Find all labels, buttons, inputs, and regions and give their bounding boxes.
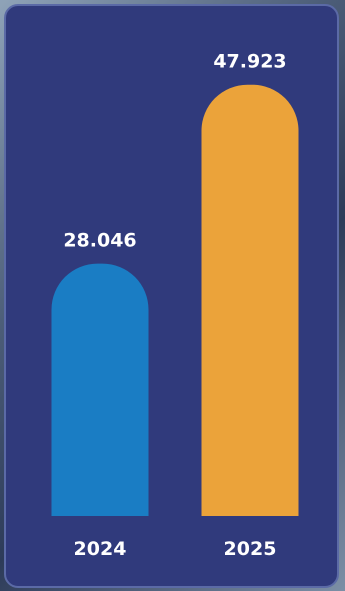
bars-layer [51, 84, 299, 517]
value-label-2024: 28.046 [63, 230, 136, 252]
category-label-2025: 2025 [224, 538, 277, 560]
bar-2024 [51, 263, 149, 516]
category-labels-layer: 2024 2025 [74, 538, 277, 560]
category-label-2024: 2024 [74, 538, 127, 560]
value-labels-layer: 28.046 47.923 [63, 51, 286, 252]
bar-2025 [201, 84, 299, 517]
value-label-2025: 47.923 [213, 51, 286, 73]
